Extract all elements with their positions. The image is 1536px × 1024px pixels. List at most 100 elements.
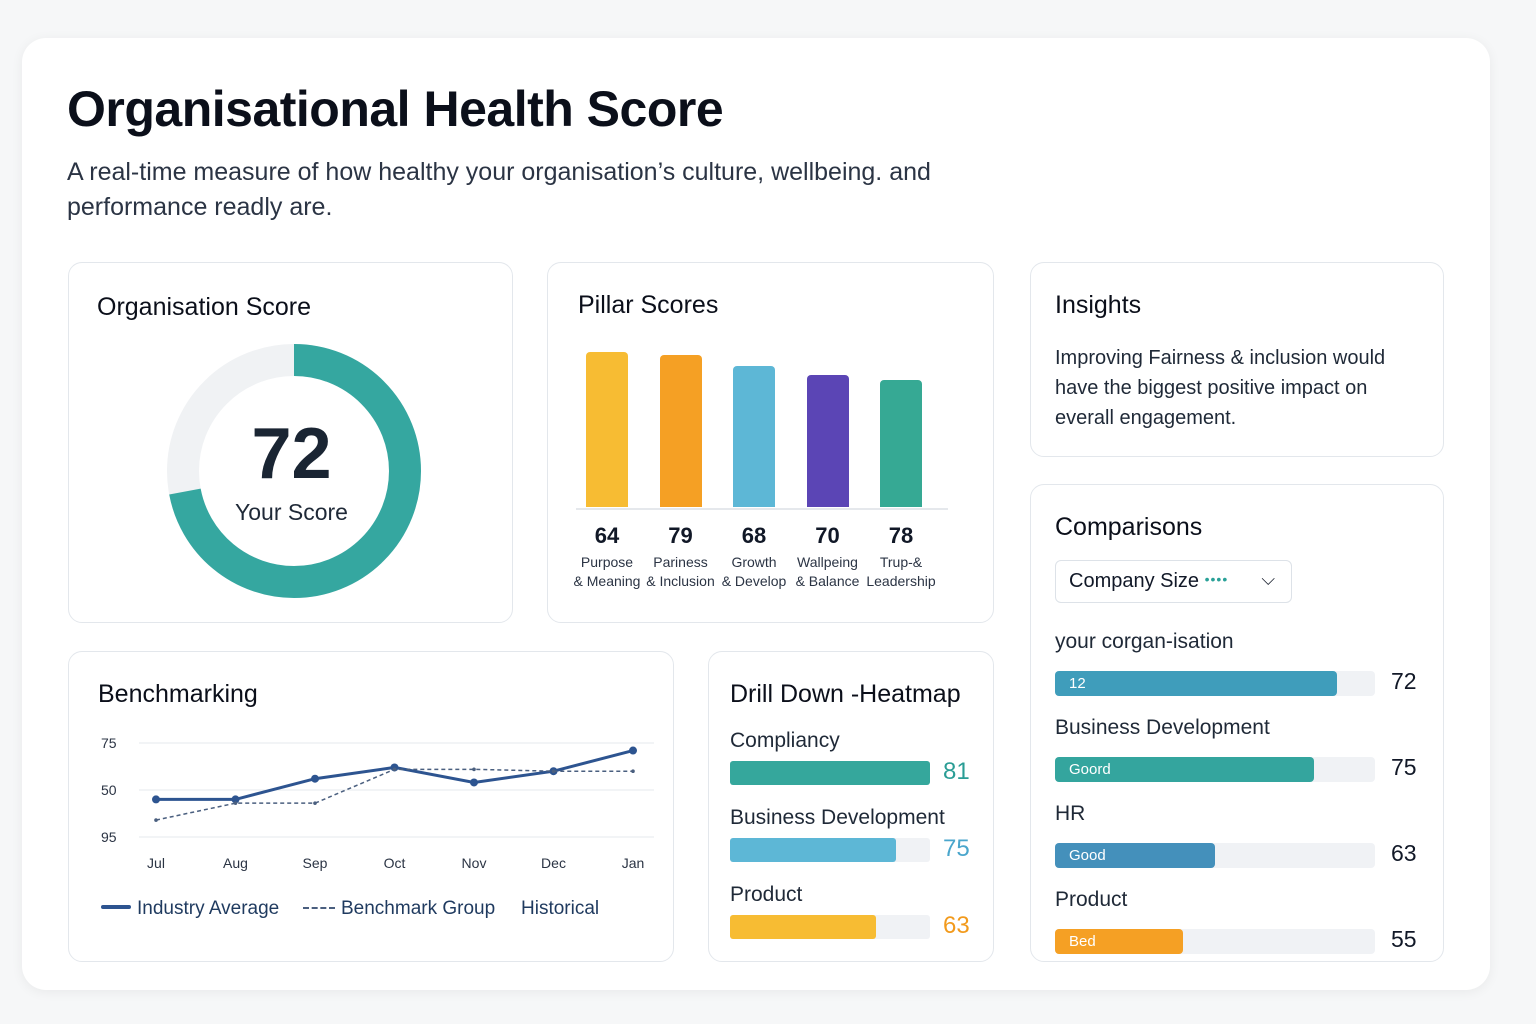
data-point [472,767,476,772]
x-tick-label: Sep [303,855,328,871]
page-subtitle: A real-time measure of how healthy your … [67,158,931,221]
score-value: 72 [251,414,332,494]
series-line-industry-average [156,749,634,801]
data-point [313,801,317,805]
chart-baseline [576,508,948,510]
pillar-label-line2: & Meaning [573,573,641,589]
comparison-bar-track: Goord [1055,757,1375,782]
data-point [631,769,635,773]
card-title: Drill Down -Heatmap [730,680,961,708]
score-label: Your Score [235,499,348,525]
heatmap-value: 63 [943,912,970,939]
legend-dashed-swatch [303,907,335,909]
pillar-label: Growth & Develop [709,553,799,591]
heatmap-bar-fill [730,915,876,939]
x-tick-label: Jan [622,855,645,871]
comparison-bar-track: Bed [1055,929,1375,954]
heatmap-label: Product [730,883,803,906]
pillar-bar [880,380,922,507]
legend-industry-average: Industry Average [101,898,279,920]
pillar-label: Trup-& Leadership [856,553,946,591]
heatmap-bar-track [730,915,930,939]
comparison-bar-fill: Bed [1055,929,1183,954]
heatmap-bar-fill [730,761,930,785]
data-point [231,795,240,804]
data-point [152,795,160,804]
pillar-label-line1: Trup-& [879,554,923,570]
organisation-score-card: Organisation Score 72 Your Score [68,262,513,623]
pillar-value: 78 [888,523,914,548]
select-dots: •••• [1204,571,1229,587]
data-point [154,818,158,822]
heatmap-value: 75 [943,835,970,862]
pillar-label-line2: & Develop [721,573,787,589]
comparison-label: Product [1055,888,1128,911]
data-point [470,778,478,787]
y-tick-label: 75 [101,735,117,751]
comparison-value: 72 [1391,668,1417,694]
data-point [392,767,397,772]
card-title: Comparisons [1055,513,1203,541]
comparison-bar-track: 12 [1055,671,1375,696]
pillar-bar [659,355,702,507]
comparisons-card: Comparisons Company Size •••• ⌵ your cor… [1030,484,1444,962]
heatmap-bar-track [730,761,930,785]
legend-historical: Historical [521,898,600,919]
select-value: Company Size [1069,570,1200,592]
pillar-value: 79 [668,523,693,548]
x-tick-label: Oct [384,855,406,871]
heatmap-bar-track [730,838,930,862]
pillar-label: Wallpeing & Balance [783,553,873,591]
comparison-label: HR [1055,802,1086,825]
legend-benchmark-group: Benchmark Group [303,898,495,920]
series-line-benchmark-group [155,768,633,821]
pillar-bar [733,366,775,507]
y-tick-label: 50 [101,782,117,798]
pillar-label-line2: & Balance [795,573,860,589]
data-point [311,774,319,783]
pillar-value: 70 [815,523,840,548]
donut-fill [167,344,421,598]
heatmap-value: 81 [943,758,970,785]
data-point [551,769,556,773]
benchmark-line-chart: 75 50 95 Jul Aug Sep Oct Nov Dec Jan [101,735,654,871]
score-donut [167,344,421,598]
pillar-label-line1: Growth [731,554,777,570]
pillar-bar [806,375,849,507]
pillar-label-line2: Leadership [866,573,936,589]
insight-text: Improving Fairness & inclusion would hav… [1055,347,1386,429]
comparison-bar-fill: 12 [1055,671,1337,696]
pillar-value: 64 [594,523,620,548]
card-title: Pillar Scores [578,291,719,319]
x-tick-label: Dec [541,855,566,871]
pillar-scores-card: Pillar Scores 64 Purpose & Meaning 79 Parine… [547,262,994,623]
card-title: Insights [1055,291,1142,319]
heatmap-bar-fill [730,838,896,862]
comparison-value: 55 [1391,926,1417,952]
comparison-bar-fill: Good [1055,843,1215,868]
x-tick-label: Aug [223,855,248,871]
x-tick-label: Jul [147,855,165,871]
card-title: Organisation Score [97,293,312,321]
heatmap-label: Business Development [730,806,945,829]
company-size-select[interactable]: Company Size •••• ⌵ [1055,560,1292,603]
x-tick-label: Nov [462,855,487,871]
page-title: Organisational Health Score [67,81,724,137]
pillar-label: Pariness & Inclusion [636,553,726,591]
comparison-value: 63 [1391,840,1417,866]
legend-solid-swatch [101,905,131,909]
heatmap-card: Drill Down -Heatmap Compliancy 81 Business… [708,651,994,962]
pillar-label-line1: Purpose [580,554,634,570]
pillar-label: Purpose & Meaning [562,553,652,591]
chevron-down-icon: ⌵ [1261,569,1275,589]
data-point [233,801,238,805]
data-point [629,746,637,755]
insights-card: Insights Improving Fairness & inclusion … [1030,262,1444,457]
comparison-bar-track: Good [1055,843,1375,868]
comparison-bar-fill: Goord [1055,757,1315,782]
benchmarking-card: Benchmarking 75 50 95 Jul Aug Sep Oct Nov Dec Jan… [68,651,674,962]
comparison-value: 75 [1391,754,1417,780]
heatmap-label: Compliancy [730,729,840,752]
pillar-bar [586,352,628,507]
comparison-label: your corgan-isation [1055,630,1234,653]
